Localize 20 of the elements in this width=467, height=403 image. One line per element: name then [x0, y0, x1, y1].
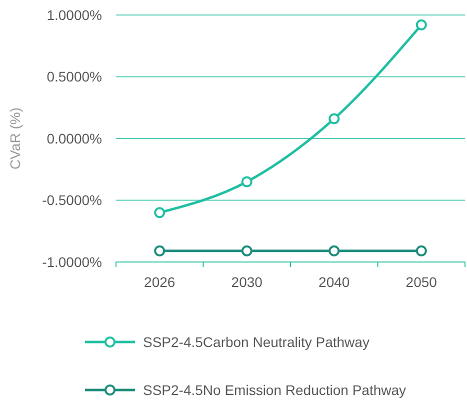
point: [241, 176, 252, 188]
point: [154, 207, 166, 218]
legend-label: SSP2-4.5Carbon Neutrality Pathway: [143, 334, 370, 350]
point: [241, 245, 252, 256]
y-tick-label: -1.0000%: [42, 254, 102, 270]
y-axis-title: CVaR (%): [7, 108, 23, 170]
point: [416, 19, 427, 30]
y-tick-label: 0.5000%: [46, 68, 102, 85]
legend-label: SSP2-4.5No Emission Reduction Pathway: [143, 382, 406, 398]
x-tick-label: 2026: [144, 274, 176, 290]
point: [154, 245, 166, 256]
y-tick-label: 1.0000%: [46, 6, 102, 23]
y-tick-label: 0.0000%: [46, 130, 102, 146]
y-tick-label: -0.5000%: [42, 192, 102, 208]
point: [416, 245, 427, 256]
x-tick-label: 2030: [231, 274, 263, 290]
point: [328, 113, 340, 124]
x-tick-label: 2040: [318, 274, 350, 290]
point: [328, 245, 340, 256]
x-tick-label: 2050: [406, 274, 438, 290]
